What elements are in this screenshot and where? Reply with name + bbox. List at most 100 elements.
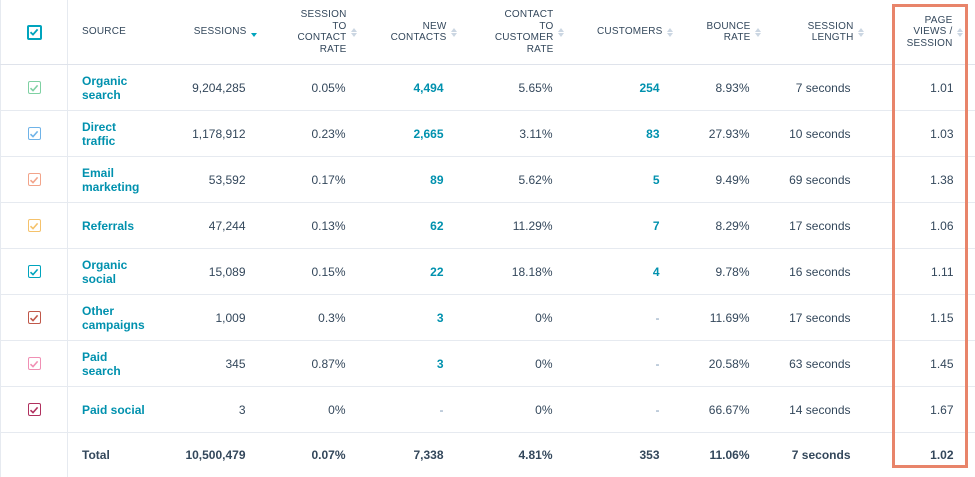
- total-page-views-per-session-cell: 1.02: [865, 433, 975, 477]
- new-contacts-link[interactable]: 62: [430, 219, 443, 233]
- customers-link[interactable]: 4: [653, 265, 660, 279]
- sessions-value: 47,244: [209, 219, 246, 233]
- session-to-contact-rate-value: 0.13%: [311, 219, 345, 233]
- customers-cell: -: [565, 341, 674, 387]
- column-header-label: SESSION LENGTH: [808, 21, 854, 44]
- row-checkbox[interactable]: [28, 265, 41, 278]
- new-contacts-link[interactable]: 3: [437, 357, 444, 371]
- customers-link[interactable]: 254: [639, 81, 659, 95]
- checkmark-icon: [29, 129, 39, 139]
- source-link[interactable]: Organic search: [82, 74, 127, 102]
- page-views-per-session-value: 1.03: [930, 127, 953, 141]
- customers-cell: 4: [565, 249, 674, 295]
- row-checkbox[interactable]: [28, 219, 41, 232]
- sort-icon[interactable]: [351, 28, 358, 37]
- session-to-contact-rate-value: 0%: [328, 403, 345, 417]
- source-cell: Referrals: [68, 203, 166, 249]
- new-contacts-cell: 89: [358, 157, 458, 203]
- sort-icon[interactable]: [755, 28, 762, 37]
- checkmark-icon: [29, 221, 39, 231]
- source-link[interactable]: Email marketing: [82, 166, 139, 194]
- column-header-label: CUSTOMERS: [597, 26, 663, 38]
- source-link[interactable]: Referrals: [82, 219, 134, 233]
- column-header-session-to-contact-rate[interactable]: SESSION TO CONTACT RATE: [258, 0, 358, 65]
- customers-link[interactable]: 5: [653, 173, 660, 187]
- column-header-bounce-rate[interactable]: BOUNCE RATE: [674, 0, 762, 65]
- sort-icon[interactable]: [667, 28, 674, 37]
- total-new-contacts-cell: 7,338: [358, 433, 458, 477]
- source-cell: Paid social: [68, 387, 166, 433]
- source-link[interactable]: Paid social: [82, 403, 145, 417]
- column-header-label: BOUNCE RATE: [707, 21, 751, 44]
- source-link[interactable]: Paid search: [82, 350, 121, 378]
- session-to-contact-rate-cell: 0.23%: [258, 111, 358, 157]
- row-checkbox-cell: [1, 387, 68, 433]
- page-views-per-session-value: 1.06: [930, 219, 953, 233]
- row-checkbox[interactable]: [28, 81, 41, 94]
- column-header-page-views-per-session[interactable]: PAGE VIEWS / SESSION: [865, 0, 975, 65]
- sessions-value: 3: [239, 403, 246, 417]
- page-views-per-session-value: 1.45: [930, 357, 953, 371]
- contact-to-customer-rate-cell: 0%: [458, 341, 565, 387]
- bounce-rate-cell: 27.93%: [674, 111, 762, 157]
- sort-icon[interactable]: [957, 28, 964, 37]
- checkmark-icon: [29, 27, 39, 37]
- sessions-value: 1,178,912: [192, 127, 245, 141]
- bounce-rate-cell: 8.93%: [674, 65, 762, 111]
- bounce-rate-value: 9.78%: [715, 265, 749, 279]
- sort-icon[interactable]: [558, 28, 565, 37]
- column-header-session-length[interactable]: SESSION LENGTH: [762, 0, 865, 65]
- new-contacts-link[interactable]: 3: [437, 311, 444, 325]
- row-checkbox[interactable]: [28, 403, 41, 416]
- page-views-per-session-cell: 1.67: [865, 387, 975, 433]
- sort-icon[interactable]: [451, 28, 458, 37]
- bounce-rate-value: 27.93%: [709, 127, 750, 141]
- source-cell: Other campaigns: [68, 295, 166, 341]
- empty-value: -: [656, 357, 660, 371]
- source-link[interactable]: Organic social: [82, 258, 127, 286]
- column-header-source[interactable]: SOURCE: [68, 0, 166, 65]
- new-contacts-link[interactable]: 2,665: [413, 127, 443, 141]
- new-contacts-cell: 3: [358, 295, 458, 341]
- row-checkbox[interactable]: [28, 127, 41, 140]
- source-link[interactable]: Direct traffic: [82, 120, 116, 148]
- row-checkbox[interactable]: [28, 311, 41, 324]
- select-all-checkbox[interactable]: [27, 25, 42, 40]
- customers-cell: 5: [565, 157, 674, 203]
- source-link[interactable]: Other campaigns: [82, 304, 145, 332]
- new-contacts-cell: 3: [358, 341, 458, 387]
- contact-to-customer-rate-value: 3.11%: [519, 127, 552, 141]
- contact-to-customer-rate-cell: 5.62%: [458, 157, 565, 203]
- row-checkbox[interactable]: [28, 357, 41, 370]
- row-checkbox[interactable]: [28, 173, 41, 186]
- row-checkbox-cell: [1, 341, 68, 387]
- new-contacts-link[interactable]: 22: [430, 265, 443, 279]
- total-label: Total: [68, 433, 166, 477]
- row-checkbox-cell: [1, 249, 68, 295]
- session-to-contact-rate-cell: 0.15%: [258, 249, 358, 295]
- column-header-label: NEW CONTACTS: [391, 21, 447, 44]
- column-header-sessions[interactable]: SESSIONS: [166, 0, 258, 65]
- customers-link[interactable]: 83: [646, 127, 659, 141]
- customers-link[interactable]: 7: [653, 219, 660, 233]
- sort-icon[interactable]: [858, 28, 865, 37]
- new-contacts-link[interactable]: 89: [430, 173, 443, 187]
- page-views-per-session-value: 1.01: [930, 81, 953, 95]
- session-to-contact-rate-cell: 0.87%: [258, 341, 358, 387]
- checkmark-icon: [29, 267, 39, 277]
- sort-descending-icon[interactable]: [251, 28, 258, 37]
- column-header-customers[interactable]: CUSTOMERS: [565, 0, 674, 65]
- page-views-per-session-value: 1.15: [930, 311, 953, 325]
- column-header-contact-to-customer-rate[interactable]: CONTACT TO CUSTOMER RATE: [458, 0, 565, 65]
- column-header-new-contacts[interactable]: NEW CONTACTS: [358, 0, 458, 65]
- bounce-rate-value: 20.58%: [709, 357, 750, 371]
- total-session-length-cell: 7 seconds: [762, 433, 865, 477]
- new-contacts-link[interactable]: 4,494: [413, 81, 443, 95]
- session-to-contact-rate-cell: 0%: [258, 387, 358, 433]
- sessions-cell: 1,009: [166, 295, 258, 341]
- page-views-per-session-cell: 1.45: [865, 341, 975, 387]
